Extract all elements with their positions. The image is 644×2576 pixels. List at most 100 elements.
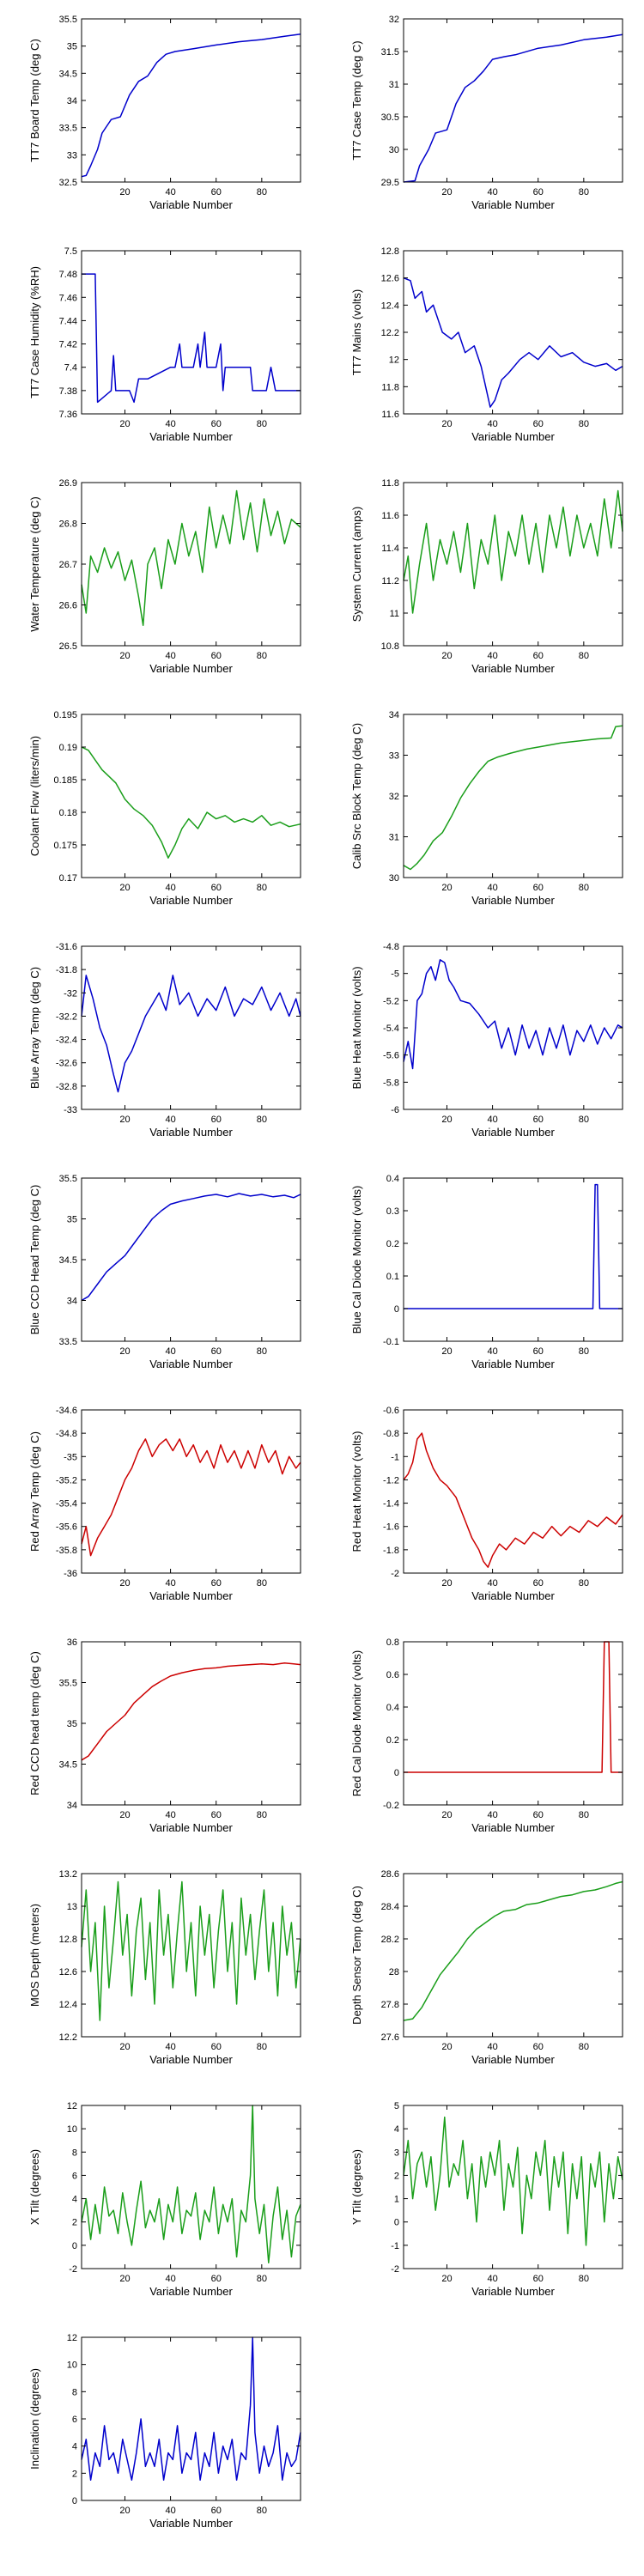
series-line xyxy=(403,959,623,1070)
y-axis-title: Blue Heat Monitor (volts) xyxy=(350,966,363,1089)
y-tick-label: 35 xyxy=(67,42,77,52)
y-tick-label: 34.5 xyxy=(59,69,77,79)
x-tick-label: 40 xyxy=(487,883,497,893)
x-tick-label: 40 xyxy=(165,1346,175,1357)
y-tick-label: 26.8 xyxy=(59,519,77,530)
y-tick-label: 7.38 xyxy=(59,386,77,397)
y-tick-label: 7.42 xyxy=(59,340,77,350)
x-tick-label: 40 xyxy=(165,419,175,429)
y-tick-label: 34 xyxy=(67,1801,77,1811)
y-tick-label: -35.2 xyxy=(56,1475,77,1485)
x-tick-label: 60 xyxy=(533,419,544,429)
y-tick-label: -32.6 xyxy=(56,1059,77,1069)
y-tick-label: 10 xyxy=(67,2360,77,2371)
x-tick-label: 80 xyxy=(257,1115,267,1125)
x-tick-label: 60 xyxy=(533,1346,544,1357)
y-tick-label: 12 xyxy=(67,2333,77,2343)
x-tick-label: 60 xyxy=(211,2274,222,2284)
x-tick-label: 80 xyxy=(257,1810,267,1820)
y-tick-label: 7.46 xyxy=(59,293,77,303)
x-tick-label: 60 xyxy=(211,2042,222,2052)
y-tick-label: -35.4 xyxy=(56,1499,77,1510)
y-tick-label: 12.6 xyxy=(59,1967,77,1978)
y-tick-label: -31.8 xyxy=(56,965,77,975)
y-axis-title: TT7 Case Humidity (%RH) xyxy=(28,266,41,398)
series-line xyxy=(82,273,301,404)
y-tick-label: 0 xyxy=(72,2496,77,2506)
x-tick-label: 20 xyxy=(441,2274,452,2284)
chart-red-heat-monitor: -2 -1.8 -1.6 -1.4 -1.2 -1 -0.8 -0.6 20 40 60 80 Vari… xyxy=(350,1406,623,1602)
x-tick-label: 20 xyxy=(119,651,130,661)
y-axis-title: Red Cal Diode Monitor (volts) xyxy=(350,1650,363,1797)
y-tick-label: 31.5 xyxy=(381,47,399,58)
y-tick-label: -31.6 xyxy=(56,942,77,952)
x-tick-label: 40 xyxy=(487,1115,497,1125)
y-tick-label: 0.4 xyxy=(386,1703,399,1713)
y-tick-label: 0 xyxy=(394,1768,399,1778)
y-tick-label: 7.36 xyxy=(59,410,77,420)
x-tick-label: 80 xyxy=(257,2274,267,2284)
x-tick-label: 40 xyxy=(487,651,497,661)
plot-frame xyxy=(81,945,301,1110)
y-tick-label: -1.6 xyxy=(383,1522,399,1533)
y-tick-label: 12.8 xyxy=(381,246,399,257)
y-tick-label: 8 xyxy=(72,2148,77,2158)
x-axis-title: Variable Number xyxy=(471,894,555,907)
chart-blue-heat-monitor: -6 -5.8 -5.6 -5.4 -5.2 -5 -4.8 20 40 60 80 Variable… xyxy=(350,942,623,1139)
plot-frame xyxy=(81,18,301,183)
y-axis-title: Water Temperature (deg C) xyxy=(28,496,41,632)
x-tick-label: 60 xyxy=(211,651,222,661)
series-line xyxy=(403,33,623,183)
x-tick-label: 60 xyxy=(211,1810,222,1820)
chart-blue-ccd-head-temp: 33.5 34 34.5 35 35.5 20 40 60 80 Variable Number B… xyxy=(28,1174,301,1370)
x-tick-label: 80 xyxy=(257,1346,267,1357)
x-axis-title: Variable Number xyxy=(149,1126,233,1139)
x-tick-label: 80 xyxy=(579,883,589,893)
x-axis-title: Variable Number xyxy=(471,198,555,211)
y-tick-label: 34 xyxy=(67,96,77,106)
x-tick-label: 80 xyxy=(257,1578,267,1589)
y-tick-label: 26.7 xyxy=(59,560,77,570)
plot-frame xyxy=(81,2336,301,2501)
y-axis-title: Blue CCD Head Temp (deg C) xyxy=(28,1185,41,1335)
x-axis-title: Variable Number xyxy=(471,662,555,675)
x-tick-label: 20 xyxy=(441,2042,452,2052)
x-tick-label: 80 xyxy=(579,1578,589,1589)
y-tick-label: 34 xyxy=(67,1297,77,1307)
x-tick-label: 20 xyxy=(119,1115,130,1125)
y-tick-label: 11.4 xyxy=(381,544,399,554)
x-tick-label: 40 xyxy=(165,883,175,893)
series-line xyxy=(81,746,301,859)
y-tick-label: -5.6 xyxy=(383,1051,399,1061)
x-tick-label: 80 xyxy=(579,1115,589,1125)
x-tick-label: 80 xyxy=(257,419,267,429)
plot-frame xyxy=(81,1873,301,2038)
y-tick-label: 33.5 xyxy=(59,124,77,134)
x-tick-label: 60 xyxy=(211,419,222,429)
y-tick-label: -34.8 xyxy=(56,1429,77,1439)
series-line xyxy=(404,1183,623,1309)
x-tick-label: 80 xyxy=(579,2274,589,2284)
y-tick-label: 0.19 xyxy=(59,743,77,753)
y-tick-label: 34.5 xyxy=(59,1760,77,1771)
x-axis-title: Variable Number xyxy=(471,1589,555,1602)
y-tick-label: -35 xyxy=(64,1452,77,1462)
y-tick-label: 26.9 xyxy=(59,478,77,489)
y-tick-label: 2 xyxy=(394,2171,399,2181)
y-tick-label: 1 xyxy=(394,2195,399,2205)
y-tick-label: 10 xyxy=(67,2124,77,2135)
series-line xyxy=(81,489,301,626)
x-tick-label: 60 xyxy=(211,1346,222,1357)
chart-blue-array-temp: -33 -32.8 -32.6 -32.4 -32.2 -32 -31.8 -31.6 20 40… xyxy=(28,942,301,1139)
x-tick-label: 60 xyxy=(533,187,544,197)
chart-depth-sensor-temp: 27.6 27.8 28 28.2 28.4 28.6 20 40 60 80 Variable N… xyxy=(350,1869,623,2066)
chart-system-current: 10.8 11 11.2 11.4 11.6 11.8 20 40 60 80 Variable N… xyxy=(350,478,623,675)
x-tick-label: 20 xyxy=(441,1810,452,1820)
y-tick-label: 33 xyxy=(389,751,399,762)
y-tick-label: 32 xyxy=(389,15,399,25)
x-tick-label: 20 xyxy=(119,1346,130,1357)
y-tick-label: 0.17 xyxy=(59,873,77,884)
y-tick-label: 35.5 xyxy=(59,1679,77,1689)
x-axis-title: Variable Number xyxy=(149,2517,233,2530)
